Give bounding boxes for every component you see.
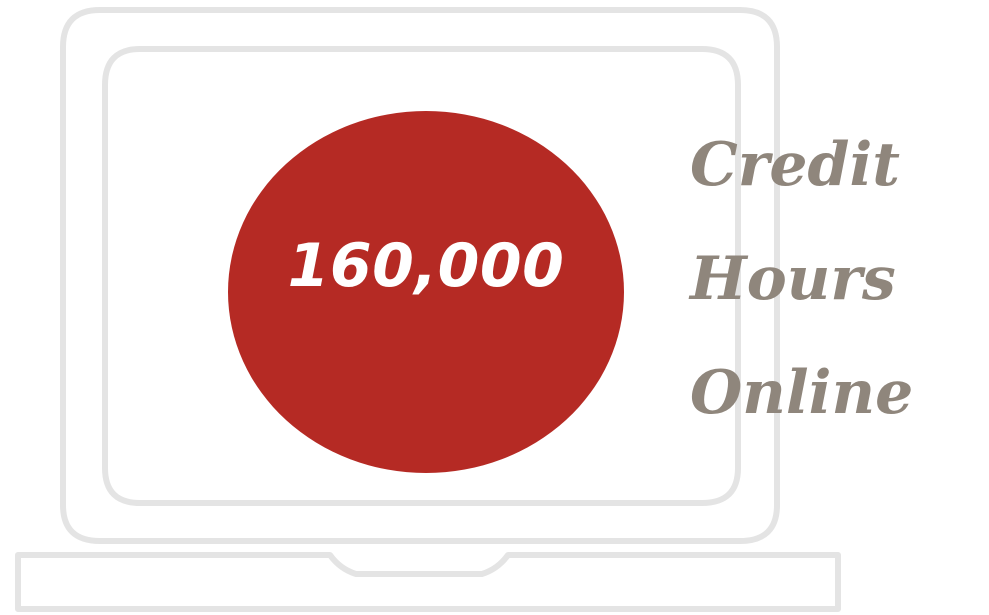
- stat-caption: Credit Hours Online: [690, 108, 989, 450]
- stat-circle: [228, 111, 624, 473]
- stat-caption-line-credit: Credit: [690, 130, 900, 200]
- stat-caption-line-hours: Hours: [690, 244, 896, 314]
- stat-caption-line-online: Online: [690, 358, 914, 428]
- stat-value: 160,000: [287, 231, 565, 301]
